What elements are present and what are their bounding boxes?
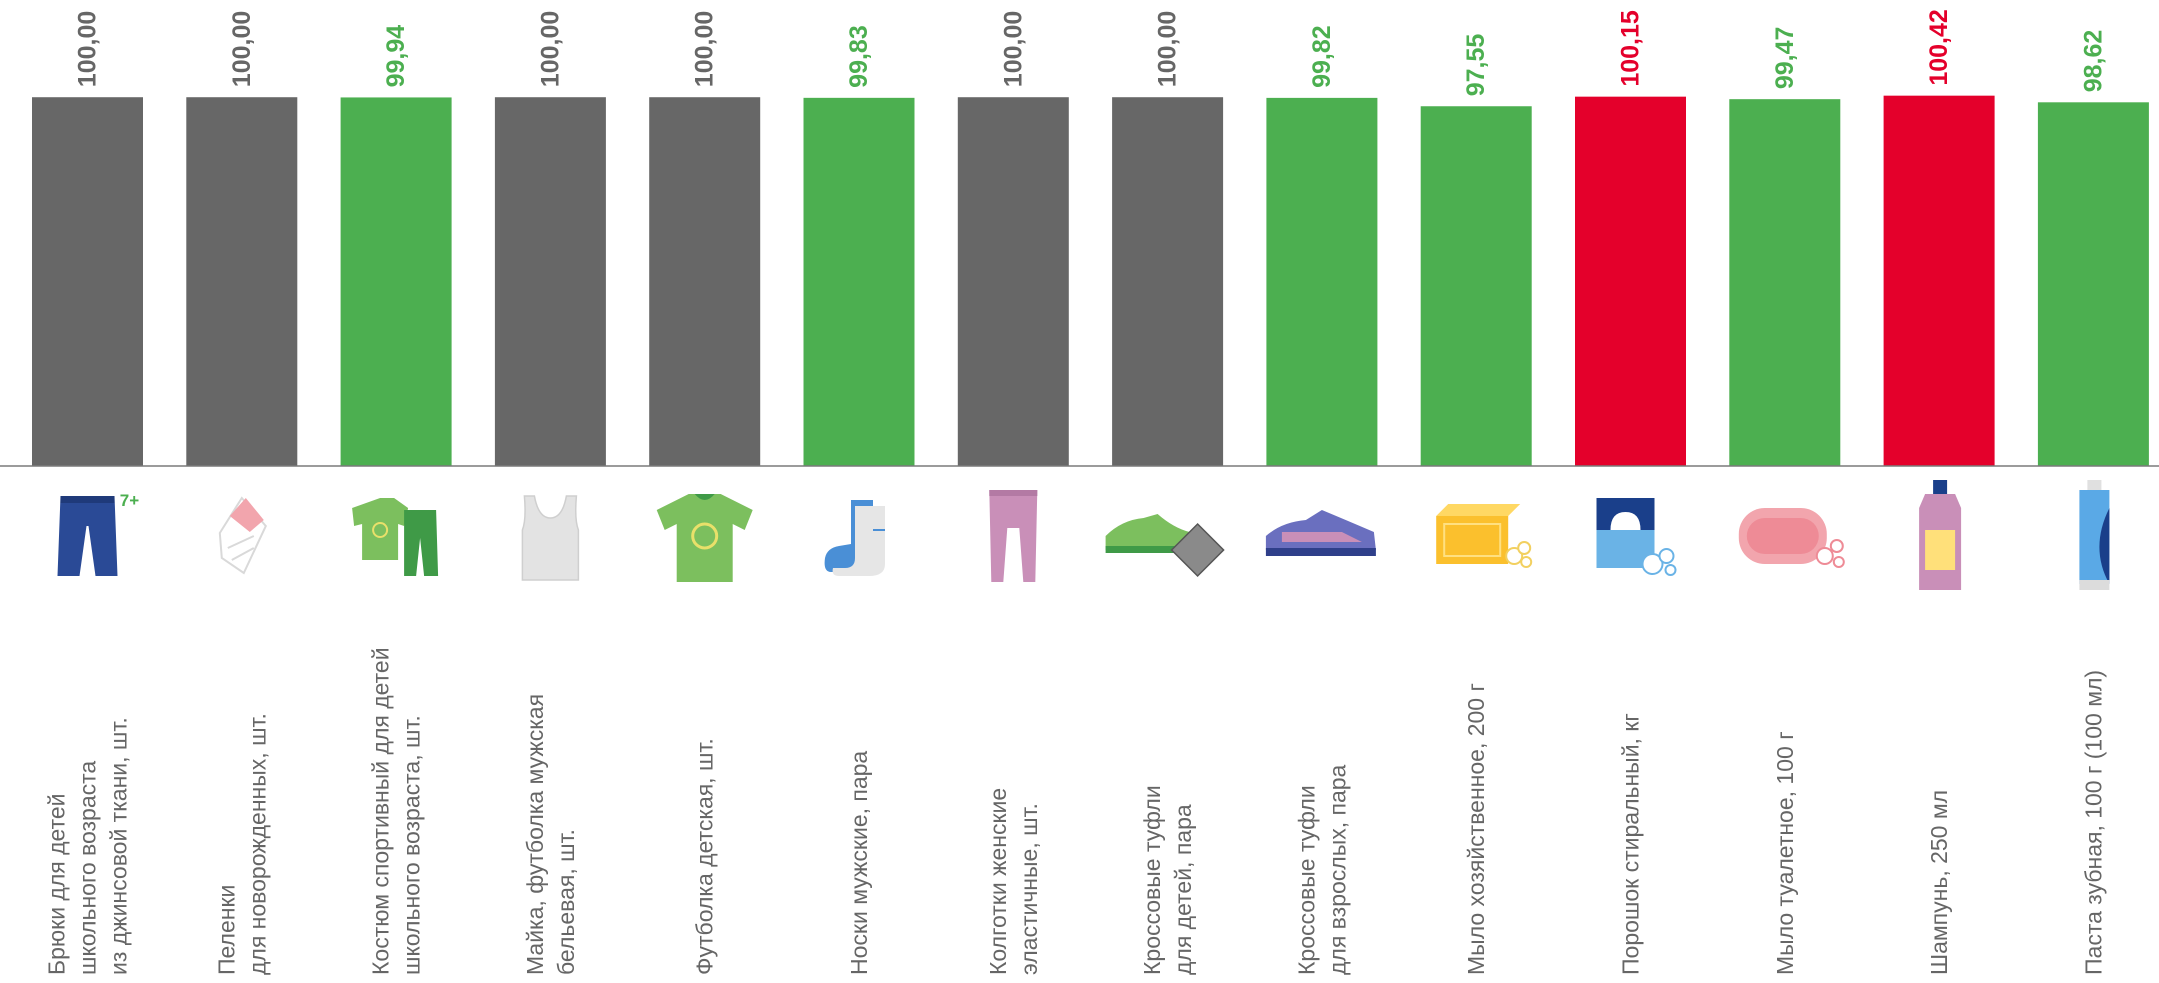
bar-value-label: 100,00: [1154, 11, 1182, 87]
category-label: бельевая, шт.: [553, 829, 579, 975]
category-label: Шампунь, 250 мл: [1926, 790, 1952, 975]
bar: [1420, 106, 1532, 466]
value-labels-layer: 100,00 100,00 99,94 100,00 100,00 99,83 100,00…: [74, 9, 2108, 96]
laundry-soap-icon: [1435, 503, 1533, 568]
tank-top-icon: [521, 495, 580, 581]
bar-value-label: 99,83: [845, 25, 873, 88]
bar: [649, 97, 761, 467]
category-label: для взрослых, пара: [1324, 764, 1350, 975]
bar: [2037, 102, 2149, 466]
category-label: Порошок стиральный, кг: [1618, 713, 1644, 975]
category-label: Мыло хозяйственное, 200 г: [1463, 683, 1489, 975]
shampoo-bottle-icon: [1919, 480, 1962, 590]
bar: [957, 97, 1069, 467]
category-label: для новорожденных, шт.: [244, 713, 270, 975]
icons-layer: 7+: [57, 480, 2110, 590]
jeans-icon: [57, 496, 118, 576]
bar-value-label: 100,00: [999, 11, 1027, 87]
category-label: Носки мужские, пара: [846, 751, 872, 975]
bar: [1883, 95, 1995, 466]
category-label: школьного возраста: [75, 761, 101, 975]
bar: [1575, 96, 1686, 466]
bar-value-label: 100,00: [691, 11, 719, 87]
bar: [803, 97, 915, 466]
swaddle-icon: [218, 497, 267, 574]
tracksuit-icon: [351, 497, 440, 577]
tights-icon: [989, 490, 1038, 582]
category-label: Колготки женские: [985, 788, 1011, 975]
kids-tshirt-icon: [655, 492, 755, 584]
bar: [494, 97, 606, 467]
category-label: Кроссовые туфли: [1293, 785, 1319, 975]
bar-value-label: 100,00: [74, 11, 102, 87]
sock-icon: [823, 499, 886, 577]
bar: [1266, 97, 1378, 467]
category-label: Пеленки: [213, 885, 239, 975]
bar: [186, 97, 298, 467]
bar-value-label: 100,15: [1617, 10, 1645, 87]
detergent-box-icon: [1595, 497, 1677, 576]
toothpaste-tube-icon: [2079, 480, 2110, 590]
category-label: Костюм спортивный для детей: [368, 647, 394, 975]
category-label: из джинсовой ткани, шт.: [106, 717, 132, 975]
bar-value-label: 100,00: [536, 11, 564, 87]
category-label: Мыло туалетное, 100 г: [1772, 731, 1798, 975]
kids-sneaker-icon: [1104, 513, 1225, 577]
category-label: для детей, пара: [1170, 804, 1196, 975]
bar-value-label: 100,00: [228, 11, 256, 87]
bar-value-label: 99,94: [382, 25, 410, 88]
category-label: Кроссовые туфли: [1139, 785, 1165, 975]
bar: [1729, 99, 1841, 466]
bar: [1112, 97, 1224, 467]
category-label: Майка, футболка мужская: [522, 694, 548, 975]
category-label: Брюки для детей: [44, 794, 70, 975]
bar-value-label: 98,62: [2079, 30, 2107, 93]
category-labels-layer: Брюки для детей школьного возраста из джин…: [44, 647, 2107, 975]
bar: [32, 97, 143, 467]
toilet-soap-icon: [1737, 507, 1845, 568]
category-label: Паста зубная, 100 г (100 мл): [2080, 670, 2106, 975]
bar: [340, 97, 452, 467]
bar-value-label: 99,82: [1308, 25, 1336, 88]
category-label: эластичные, шт.: [1016, 803, 1042, 975]
bar-value-label: 99,47: [1771, 27, 1799, 90]
age-badge: 7+: [120, 491, 139, 510]
bar-value-label: 97,55: [1462, 34, 1490, 97]
bars-layer: [32, 95, 2149, 467]
category-label: школьного возраста, шт.: [399, 715, 425, 975]
adult-sneaker-icon: [1265, 510, 1376, 556]
category-label: Футболка детская, шт.: [692, 738, 718, 975]
bar-value-label: 100,42: [1925, 9, 1953, 85]
